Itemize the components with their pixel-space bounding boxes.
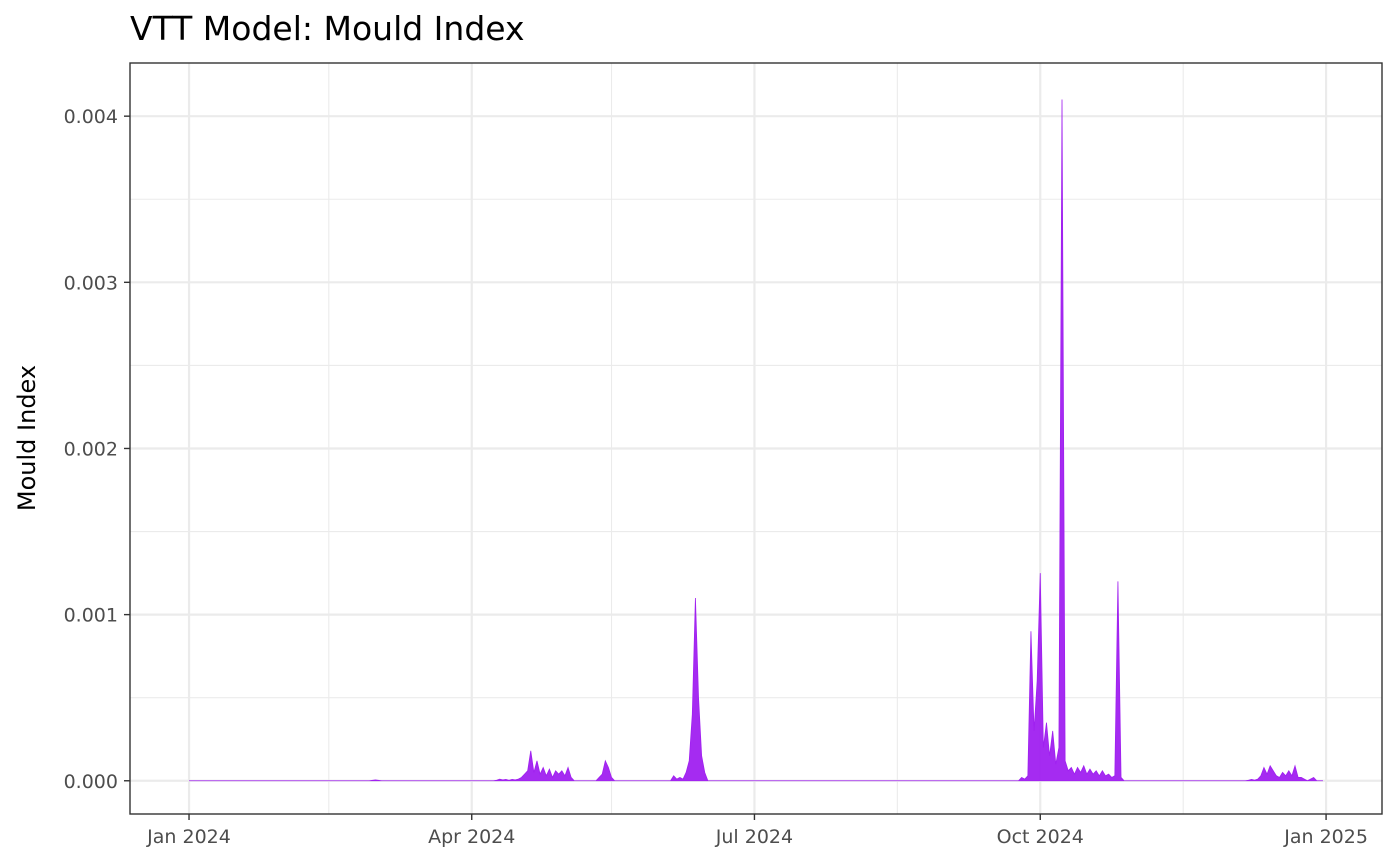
y-axis-title: Mould Index <box>13 365 41 511</box>
y-tick-label-0: 0.000 <box>64 771 118 793</box>
major-gridlines <box>130 63 1382 814</box>
minor-gridlines <box>130 63 1382 814</box>
y-tick-label-4: 0.004 <box>64 106 118 128</box>
x-tick-label-3: Oct 2024 <box>997 826 1084 848</box>
chart-title: VTT Model: Mould Index <box>130 9 525 48</box>
panel-border <box>129 62 1383 815</box>
y-tick-label-2: 0.002 <box>64 438 118 460</box>
x-tick-label-1: Apr 2024 <box>428 826 515 848</box>
x-tick-label-2: Jul 2024 <box>715 826 793 848</box>
x-tick-label-0: Jan 2024 <box>146 826 231 848</box>
series-area-0 <box>189 99 1323 782</box>
series-layer <box>189 99 1323 782</box>
y-axis: 0.000 0.001 0.002 0.003 0.004 <box>64 106 130 793</box>
x-axis: Jan 2024 Apr 2024 Jul 2024 Oct 2024 Jan 2025 <box>146 814 1368 848</box>
y-tick-label-1: 0.001 <box>64 605 118 627</box>
x-tick-label-4: Jan 2025 <box>1283 826 1368 848</box>
y-tick-label-3: 0.003 <box>64 272 118 294</box>
plot-panel <box>130 63 1382 814</box>
